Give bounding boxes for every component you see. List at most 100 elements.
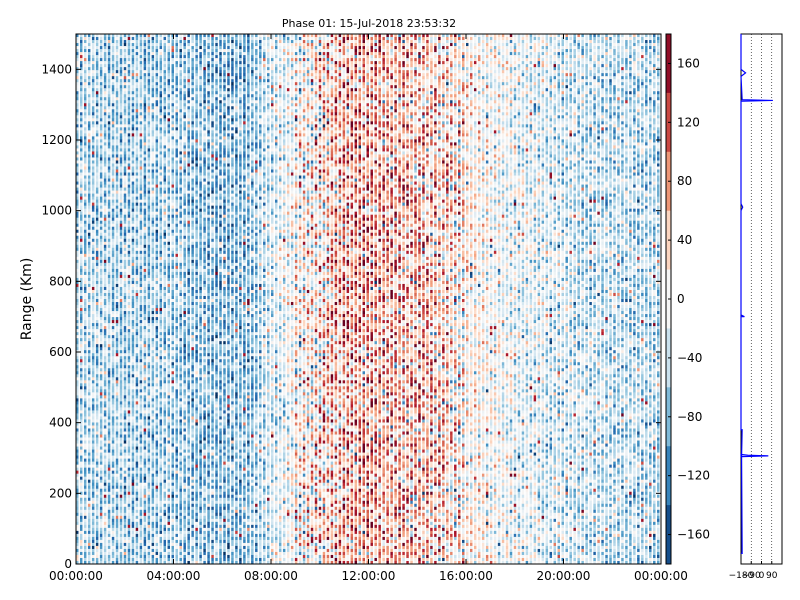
heatmap-cell: [84, 510, 86, 513]
heatmap-cell: [112, 413, 114, 416]
heatmap-cell: [140, 61, 142, 64]
heatmap-cell: [136, 151, 138, 154]
heatmap-cell: [132, 170, 134, 173]
heatmap-cell: [156, 221, 158, 224]
heatmap-cell: [100, 383, 102, 386]
heatmap-cell: [179, 236, 181, 239]
heatmap-cell: [148, 281, 150, 284]
heatmap-cell: [108, 263, 110, 266]
heatmap-cell: [136, 284, 138, 287]
heatmap-cell: [84, 248, 86, 251]
heatmap-cell: [116, 368, 118, 371]
heatmap-cell: [179, 248, 181, 251]
heatmap-cell: [88, 365, 90, 368]
heatmap-cell: [160, 531, 162, 534]
heatmap-cell: [100, 64, 102, 67]
heatmap-cell: [144, 477, 146, 480]
heatmap-cell: [96, 510, 98, 513]
heatmap-cell: [140, 549, 142, 552]
heatmap-cell: [84, 112, 86, 115]
heatmap-cell: [96, 504, 98, 507]
heatmap-cell: [168, 49, 170, 52]
heatmap-cell: [128, 167, 130, 170]
heatmap-cell: [132, 49, 134, 52]
heatmap-cell: [120, 362, 122, 365]
heatmap-cell: [136, 236, 138, 239]
heatmap-cell: [164, 133, 166, 136]
heatmap-cell: [168, 432, 170, 435]
heatmap-cell: [80, 103, 82, 106]
heatmap-cell: [108, 341, 110, 344]
heatmap-cell: [120, 106, 122, 109]
heatmap-cell: [183, 233, 185, 236]
heatmap-cell: [100, 82, 102, 85]
heatmap-cell: [172, 338, 174, 341]
heatmap-cell: [120, 52, 122, 55]
heatmap-cell: [124, 151, 126, 154]
heatmap-cell: [132, 55, 134, 58]
heatmap-cell: [104, 157, 106, 160]
heatmap-cell: [88, 386, 90, 389]
heatmap-cell: [104, 194, 106, 197]
heatmap-cell: [92, 552, 94, 555]
heatmap-cell: [88, 299, 90, 302]
heatmap-cell: [104, 525, 106, 528]
heatmap-cell: [140, 386, 142, 389]
heatmap-cell: [164, 139, 166, 142]
heatmap-cell: [108, 127, 110, 130]
heatmap-cell: [187, 170, 189, 173]
heatmap-cell: [179, 534, 181, 537]
heatmap-cell: [108, 170, 110, 173]
heatmap-cell: [84, 534, 86, 537]
heatmap-cell: [164, 170, 166, 173]
heatmap-cell: [120, 70, 122, 73]
heatmap-cell: [148, 248, 150, 251]
heatmap-cell: [132, 100, 134, 103]
heatmap-cell: [132, 145, 134, 148]
heatmap-cell: [124, 230, 126, 233]
heatmap-cell: [175, 245, 177, 248]
heatmap-cell: [104, 395, 106, 398]
heatmap-cell: [120, 206, 122, 209]
heatmap-cell: [124, 100, 126, 103]
heatmap-cell: [92, 203, 94, 206]
heatmap-cell: [116, 483, 118, 486]
heatmap-cell: [148, 516, 150, 519]
heatmap-cell: [124, 422, 126, 425]
heatmap-cell: [84, 525, 86, 528]
heatmap-cell: [152, 290, 154, 293]
heatmap-cell: [183, 465, 185, 468]
heatmap-cell: [108, 203, 110, 206]
heatmap-cell: [96, 432, 98, 435]
heatmap-cell: [148, 272, 150, 275]
heatmap-cell: [140, 537, 142, 540]
heatmap-cell: [96, 293, 98, 296]
heatmap-cell: [179, 260, 181, 263]
heatmap-cell: [116, 498, 118, 501]
heatmap-cell: [160, 278, 162, 281]
heatmap-cell: [175, 260, 177, 263]
heatmap-cell: [88, 407, 90, 410]
heatmap-cell: [104, 435, 106, 438]
heatmap-cell: [128, 392, 130, 395]
heatmap-cell: [116, 209, 118, 212]
heatmap-cell: [168, 326, 170, 329]
heatmap-cell: [96, 477, 98, 480]
heatmap-cell: [96, 314, 98, 317]
heatmap-cell: [96, 34, 98, 37]
heatmap-cell: [112, 227, 114, 230]
heatmap-cell: [108, 480, 110, 483]
heatmap-cell: [96, 389, 98, 392]
heatmap-cell: [152, 383, 154, 386]
heatmap-cell: [80, 552, 82, 555]
heatmap-cell: [128, 549, 130, 552]
heatmap-cell: [140, 218, 142, 221]
heatmap-cell: [183, 197, 185, 200]
heatmap-cell: [160, 480, 162, 483]
heatmap-cell: [152, 416, 154, 419]
heatmap-cell: [100, 441, 102, 444]
heatmap-cell: [144, 287, 146, 290]
heatmap-cell: [144, 495, 146, 498]
heatmap-cell: [168, 383, 170, 386]
heatmap-cell: [84, 145, 86, 148]
